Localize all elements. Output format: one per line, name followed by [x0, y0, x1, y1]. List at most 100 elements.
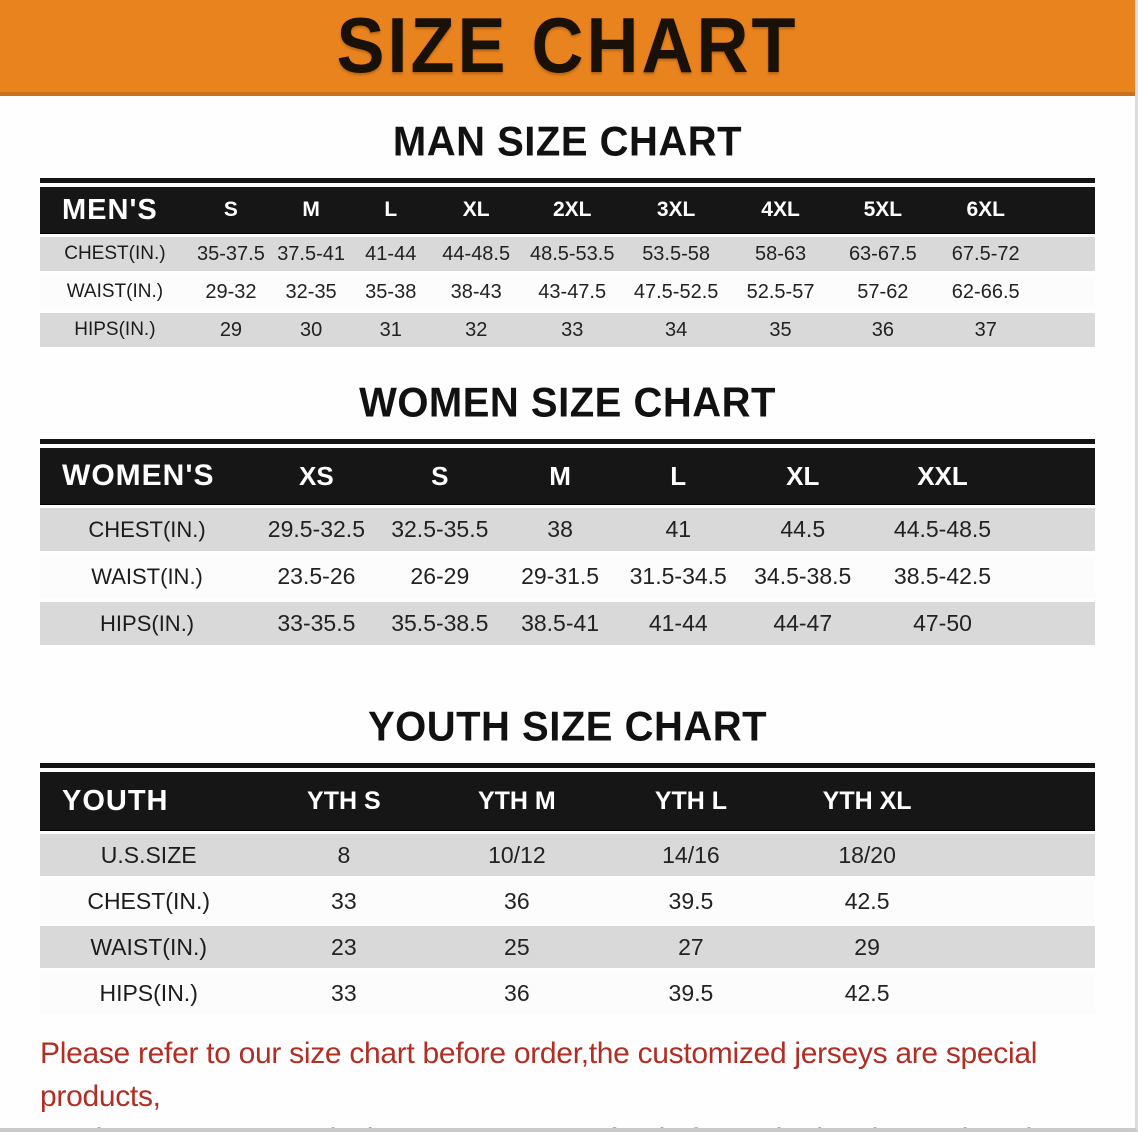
size-value-cell: 32.5-35.5 — [391, 516, 489, 542]
size-value-cell: 33 — [331, 887, 357, 914]
size-value-cell: 44.5-48.5 — [893, 516, 992, 542]
size-column-header: 4XL — [761, 198, 800, 221]
size-value-cell: 29 — [854, 933, 880, 960]
size-column-header: 6XL — [966, 198, 1005, 221]
size-value-cell: 33 — [561, 318, 584, 341]
size-value-cell: 38 — [547, 516, 573, 542]
size-value-cell: 36 — [871, 318, 894, 341]
size-value-cell: 47.5-52.5 — [633, 280, 719, 303]
size-value-cell: 39.5 — [668, 979, 714, 1006]
men-table-top-rule — [40, 178, 1095, 183]
spacer-cell — [956, 926, 1095, 968]
size-value-cell: 48.5-53.5 — [529, 242, 615, 265]
row-label: U.S.SIZE — [100, 841, 197, 868]
table-row: HIPS(IN.) 29 30 31 32 33 34 35 36 37 — [40, 313, 1095, 347]
women-table-top-rule — [40, 439, 1095, 444]
spacer-cell — [956, 880, 1095, 922]
disclaimer-line-1: Please refer to our size chart before or… — [40, 1037, 1038, 1113]
size-column-header: XL — [786, 460, 820, 491]
size-value-cell: 27 — [678, 933, 704, 960]
size-value-cell: 35.5-38.5 — [391, 610, 489, 636]
size-value-cell: 38-43 — [450, 280, 502, 303]
spacer-cell — [1038, 187, 1095, 233]
table-row: CHEST(IN.) 33 36 39.5 42.5 — [40, 880, 1095, 922]
size-column-header: L — [670, 460, 687, 491]
size-value-cell: 29-31.5 — [521, 563, 600, 589]
size-value-cell: 41-44 — [648, 610, 708, 636]
size-value-cell: 47-50 — [913, 610, 972, 636]
row-label: WAIST(IN.) — [66, 281, 164, 302]
size-value-cell: 62-66.5 — [951, 280, 1020, 303]
spacer-cell — [956, 972, 1095, 1014]
size-value-cell: 36 — [504, 979, 530, 1006]
row-label: WAIST(IN.) — [91, 563, 203, 589]
size-column-header: 5XL — [863, 198, 903, 221]
spacer-cell — [1017, 602, 1095, 645]
size-value-cell: 52.5-57 — [746, 280, 815, 303]
table-row: CHEST(IN.) 29.5-32.5 32.5-35.5 38 41 44.5 44.5… — [40, 508, 1095, 551]
size-value-cell: 34 — [664, 318, 688, 341]
size-value-cell: 38.5-41 — [521, 610, 600, 636]
size-column-header: M — [302, 198, 320, 221]
size-value-cell: 34.5-38.5 — [754, 563, 852, 589]
row-label: CHEST(IN.) — [87, 887, 210, 914]
size-value-cell: 39.5 — [668, 887, 714, 914]
size-value-cell: 31.5-34.5 — [629, 563, 727, 589]
row-label: HIPS(IN.) — [74, 319, 156, 340]
table-corner-label: MEN'S — [62, 193, 158, 226]
row-label: CHEST(IN.) — [88, 516, 206, 542]
size-value-cell: 10/12 — [488, 841, 546, 868]
size-column-header: XS — [299, 460, 334, 491]
size-value-cell: 44-47 — [773, 610, 833, 636]
table-row: HIPS(IN.) 33 36 39.5 42.5 — [40, 972, 1095, 1014]
size-column-header: 3XL — [656, 198, 696, 221]
size-value-cell: 44.5 — [780, 516, 826, 542]
size-column-header: XL — [462, 198, 490, 221]
spacer-cell — [1038, 275, 1095, 309]
row-label: CHEST(IN.) — [64, 243, 166, 264]
size-value-cell: 57-62 — [857, 280, 909, 303]
size-value-cell: 43-47.5 — [538, 280, 607, 303]
size-value-cell: 38.5-42.5 — [893, 563, 992, 589]
size-value-cell: 42.5 — [844, 979, 890, 1006]
spacer-cell — [1038, 313, 1095, 347]
size-value-cell: 29.5-32.5 — [267, 516, 365, 542]
size-value-cell: 14/16 — [662, 841, 720, 868]
size-value-cell: 41 — [665, 516, 692, 542]
size-value-cell: 30 — [299, 318, 323, 341]
disclaimer-line-2: we don't accept cancel, change, teturn o… — [40, 1118, 1095, 1128]
size-column-header: M — [549, 460, 571, 491]
size-column-header: YTH XL — [822, 786, 912, 815]
table-corner-label: YOUTH — [62, 784, 169, 817]
row-label: HIPS(IN.) — [99, 979, 198, 1006]
size-value-cell: 63-67.5 — [848, 242, 917, 265]
man-size-chart-heading: MAN SIZE CHART — [392, 118, 743, 166]
size-column-header: XXL — [917, 460, 968, 491]
table-row: WAIST(IN.) 23.5-26 26-29 29-31.5 31.5-34.5 34… — [40, 555, 1095, 598]
spacer-cell — [1017, 508, 1095, 551]
spacer-cell — [1017, 555, 1095, 598]
size-value-cell: 37.5-41 — [277, 242, 346, 265]
size-value-cell: 67.5-72 — [951, 242, 1020, 265]
size-value-cell: 58-63 — [754, 242, 807, 265]
size-value-cell: 29 — [219, 318, 243, 341]
women-size-table: WOMEN'S XS S M L XL XXL CHEST(IN.) 29.5-32.5 32.5… — [40, 444, 1095, 649]
table-corner-label: WOMEN'S — [62, 459, 215, 492]
row-label: WAIST(IN.) — [90, 933, 207, 960]
size-column-header: YTH M — [477, 786, 556, 815]
table-row: U.S.SIZE 8 10/12 14/16 18/20 — [40, 834, 1095, 876]
size-value-cell: 23.5-26 — [277, 563, 356, 589]
women-size-chart-heading: WOMEN SIZE CHART — [359, 379, 776, 427]
size-value-cell: 37 — [974, 318, 997, 341]
spacer-cell — [956, 834, 1095, 876]
size-column-header: YTH S — [307, 786, 381, 815]
youth-size-chart-heading: YOUTH SIZE CHART — [367, 703, 768, 751]
size-column-header: L — [384, 198, 398, 221]
size-value-cell: 41-44 — [365, 242, 417, 265]
size-value-cell: 53.5-58 — [642, 242, 711, 265]
table-row: WAIST(IN.) 23 25 27 29 — [40, 926, 1095, 968]
row-label: HIPS(IN.) — [100, 610, 195, 636]
size-value-cell: 8 — [337, 841, 351, 868]
table-row: WAIST(IN.) 29-32 32-35 35-38 38-43 43-47.5 47.… — [40, 275, 1095, 309]
